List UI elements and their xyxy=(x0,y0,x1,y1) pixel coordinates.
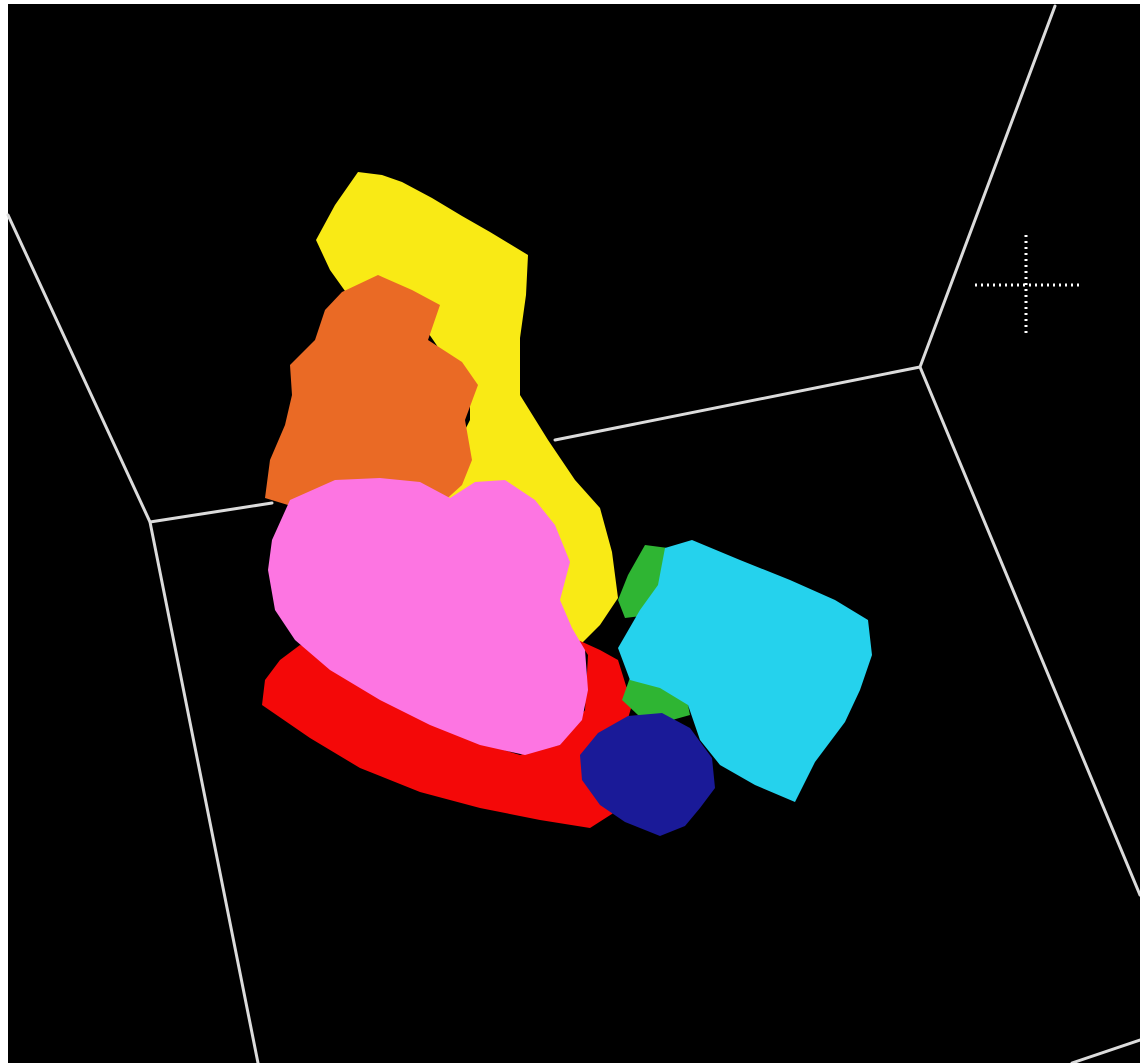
frame-edge-left-upper xyxy=(6,213,152,524)
frame-edge-bottom-back xyxy=(148,501,274,524)
segment-navy[interactable] xyxy=(580,713,715,836)
segment-cyan[interactable] xyxy=(618,540,872,802)
frame-edge-middle-back xyxy=(553,365,922,442)
segment-pink[interactable] xyxy=(268,478,588,755)
segmentation-volume[interactable] xyxy=(262,172,872,836)
segment-orange[interactable] xyxy=(265,275,478,505)
frame-edge-bottom-right xyxy=(1070,1038,1140,1063)
frame-edge-right-upper xyxy=(918,4,1057,369)
frame-edge-right-lower xyxy=(918,365,1140,897)
segment-red[interactable] xyxy=(262,640,632,828)
frame-edge-left-lower xyxy=(148,520,260,1063)
bounding-box-frame xyxy=(6,4,1140,1063)
crosshair-cursor-icon xyxy=(975,235,1080,337)
